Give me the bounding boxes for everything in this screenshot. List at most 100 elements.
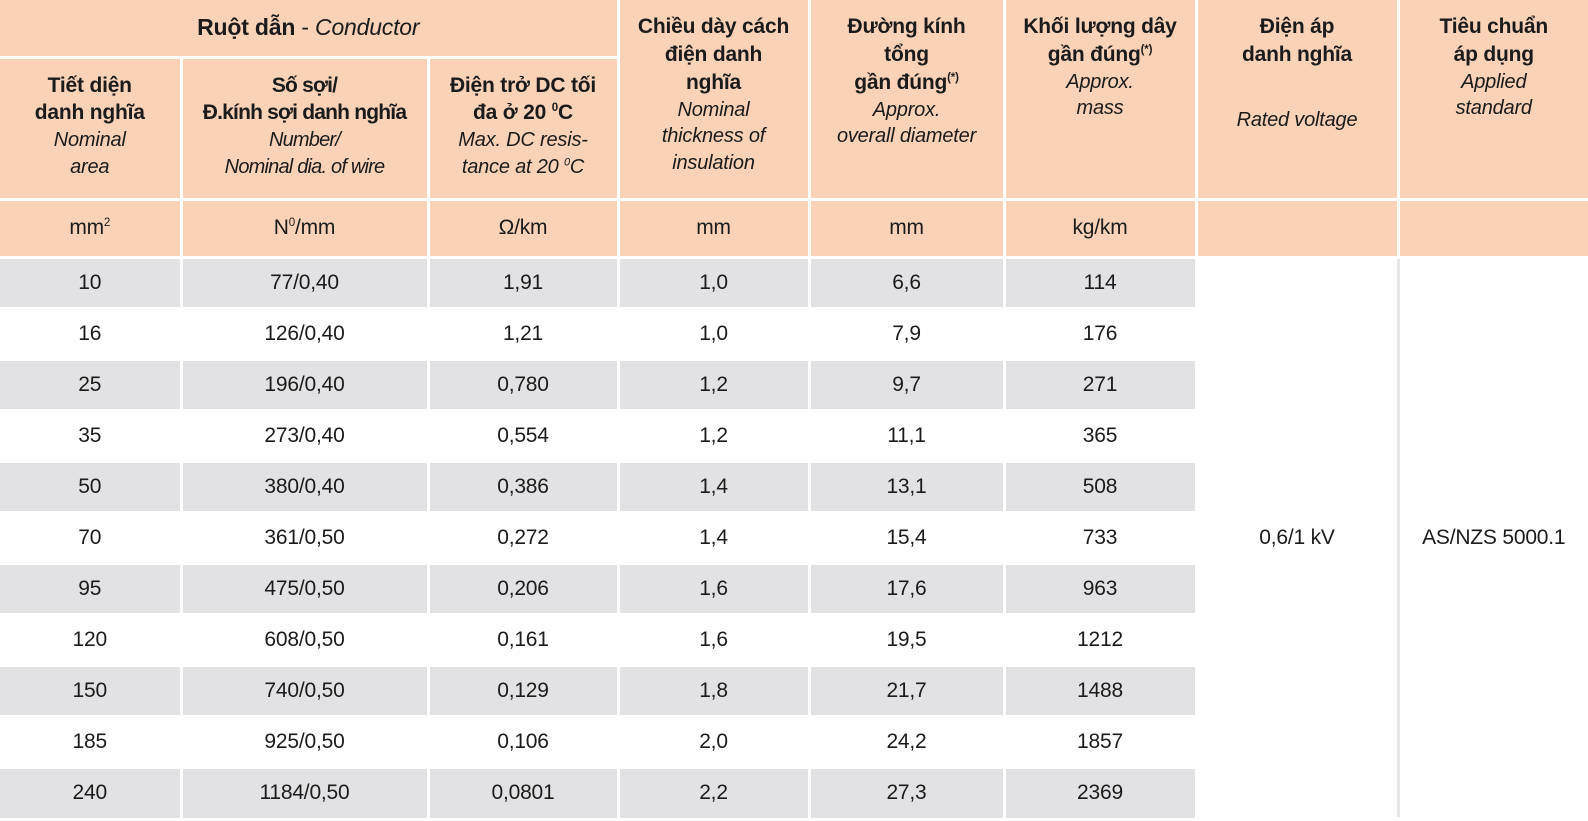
col-header-en: Approx. overall diameter	[836, 98, 977, 148]
col-header-vi: Tiết diện danh nghĩa	[34, 73, 145, 125]
cell-strands: 77/0,40	[179, 255, 430, 310]
col-header-vi: Tiêu chuẩn áp dụng	[1439, 15, 1549, 66]
conductor-group-label-en: Conductor	[315, 14, 420, 41]
cell-insulation: 1,2	[616, 357, 811, 412]
cell-dc-resistance: 0,0801	[426, 765, 620, 818]
table-row: 120 608/0,50 0,161 1,6 19,5 1212	[0, 612, 1588, 667]
cell-diameter: 24,2	[807, 714, 1006, 769]
col-header-nominal-area: Tiết diện danh nghĩa Nominal area	[0, 55, 183, 201]
cell-mass: 963	[1002, 561, 1196, 616]
unit-superscript: 0	[288, 217, 295, 229]
cell-strands: 273/0,40	[179, 408, 430, 463]
cell-strands: 126/0,40	[179, 306, 430, 361]
cell-diameter: 11,1	[807, 408, 1006, 463]
unit-text: N	[273, 216, 289, 239]
conductor-group-separator: -	[295, 14, 316, 41]
cell-insulation: 2,2	[616, 765, 811, 818]
cell-mass: 508	[1002, 459, 1196, 514]
cell-nominal-area: 10	[0, 255, 183, 310]
table-row: 25 196/0,40 0,780 1,2 9,7 271	[0, 357, 1588, 412]
cell-strands: 608/0,50	[179, 612, 430, 667]
cell-dc-resistance: 0,780	[426, 357, 620, 412]
col-header-overall-diameter: Đường kính tổng gần đúng(*) Approx. over…	[807, 0, 1006, 201]
col-header-en: Nominal area	[53, 129, 126, 178]
col-header-en: Applied standard	[1455, 70, 1532, 120]
cell-insulation: 1,4	[616, 459, 811, 514]
col-header-vi-text: Khối lượng dây gần đúng	[1023, 15, 1177, 66]
col-header-vi-text: Đường kính tổng gần đúng	[847, 15, 966, 94]
table-row: 10 77/0,40 1,91 1,0 6,6 114 0,6/1 kV AS/…	[0, 255, 1588, 820]
unit-text: /mm	[294, 216, 336, 239]
cell-nominal-area: 120	[0, 612, 183, 667]
cell-mass: 176	[1002, 306, 1196, 361]
table-row: 150 740/0,50 0,129 1,8 21,7 1488	[0, 663, 1588, 718]
unit-superscript: 2	[103, 217, 111, 229]
unit-diameter: mm	[807, 197, 1006, 259]
cell-mass: 1857	[1002, 714, 1196, 769]
cell-dc-resistance: 0,206	[426, 561, 620, 616]
cell-insulation: 1,0	[616, 306, 811, 361]
cell-diameter: 19,5	[807, 612, 1006, 667]
merged-applied-standard: AS/NZS 5000.1	[1396, 255, 1588, 820]
cell-strands: 740/0,50	[179, 663, 430, 718]
table-row: 50 380/0,40 0,386 1,4 13,1 508	[0, 459, 1588, 514]
cell-strands: 196/0,40	[179, 357, 430, 412]
col-header-en: Max. DC resis- tance at 20 0C	[431, 127, 617, 180]
table-row: 70 361/0,50 0,272 1,4 15,4 733	[0, 510, 1588, 565]
degree-superscript: 0	[551, 102, 558, 115]
cell-insulation: 2,0	[616, 714, 811, 769]
col-header-applied-standard: Tiêu chuẩn áp dụng Applied standard	[1396, 0, 1588, 201]
header-row-group: Ruột dẫn - Conductor Chiều dày cách điện…	[0, 0, 1588, 201]
conductor-group-label-vi: Ruột dẫn	[197, 14, 296, 41]
table-row: 240 1184/0,50 0,0801 2,2 27,3 2369	[0, 765, 1588, 818]
cell-strands: 1184/0,50	[179, 765, 430, 818]
cell-dc-resistance: 0,554	[426, 408, 620, 463]
col-header-vi-text: Điện trở DC tối đa ở 20	[449, 73, 597, 125]
cell-diameter: 6,6	[807, 255, 1006, 310]
col-header-en-text: C	[569, 155, 585, 178]
cell-nominal-area: 95	[0, 561, 183, 616]
cell-insulation: 1,6	[616, 561, 811, 616]
conductor-group-header: Ruột dẫn - Conductor	[0, 0, 620, 59]
col-header-insulation-thickness: Chiều dày cách điện danh nghĩa Nominal t…	[616, 0, 811, 201]
col-header-vi: Điện áp danh nghĩa	[1242, 15, 1352, 66]
col-header-vi: Chiều dày cách điện danh nghĩa	[637, 15, 790, 94]
cell-mass: 114	[1002, 255, 1198, 310]
cell-diameter: 7,9	[807, 306, 1006, 361]
unit-mass: kg/km	[1002, 197, 1198, 259]
header-row-sub: Tiết diện danh nghĩa Nominal area Số sợi…	[0, 55, 1588, 201]
cell-nominal-area: 25	[0, 357, 183, 412]
col-header-vi: Số sợi/ Đ.kính sợi danh nghĩa	[202, 73, 407, 125]
cell-diameter: 15,4	[807, 510, 1006, 565]
table-row: 16 126/0,40 1,21 1,0 7,9 176	[0, 306, 1588, 361]
cell-nominal-area: 150	[0, 663, 183, 718]
table-row: 185 925/0,50 0,106 2,0 24,2 1857	[0, 714, 1588, 769]
cell-dc-resistance: 0,129	[426, 663, 620, 718]
col-header-en: Nominal thickness of insulation	[661, 98, 766, 174]
col-header-approx-mass: Khối lượng dây gần đúng(*) Approx. mass	[1002, 0, 1198, 201]
cell-diameter: 27,3	[807, 765, 1006, 818]
cell-diameter: 9,7	[807, 357, 1006, 412]
col-header-vi-text: C	[557, 101, 573, 125]
col-header-rated-voltage: Điện áp danh nghĩa Rated voltage	[1194, 0, 1400, 201]
table-row: 35 273/0,40 0,554 1,2 11,1 365	[0, 408, 1588, 463]
cell-insulation: 1,2	[616, 408, 811, 463]
col-header-vi: Khối lượng dây gần đúng(*)	[1007, 13, 1193, 69]
cell-nominal-area: 70	[0, 510, 183, 565]
col-header-vi: Đường kính tổng gần đúng(*)	[812, 13, 1001, 97]
cell-strands: 361/0,50	[179, 510, 430, 565]
cell-diameter: 13,1	[807, 459, 1006, 514]
cell-dc-resistance: 1,21	[426, 306, 620, 361]
cell-mass: 365	[1002, 408, 1196, 463]
col-header-en: Rated voltage	[1236, 108, 1358, 131]
col-header-vi: Điện trở DC tối đa ở 20 0C	[431, 72, 617, 128]
units-row: mm2 N0/mm Ω/km mm mm kg/km	[0, 197, 1588, 259]
cell-dc-resistance: 1,91	[426, 255, 620, 310]
col-header-strands: Số sợi/ Đ.kính sợi danh nghĩa Number/ No…	[179, 55, 430, 201]
cell-mass: 1212	[1002, 612, 1196, 667]
unit-insulation: mm	[616, 197, 811, 259]
col-header-dc-resistance: Điện trở DC tối đa ở 20 0C Max. DC resis…	[426, 55, 618, 201]
cell-insulation: 1,0	[616, 255, 811, 310]
cell-insulation: 1,6	[616, 612, 811, 667]
